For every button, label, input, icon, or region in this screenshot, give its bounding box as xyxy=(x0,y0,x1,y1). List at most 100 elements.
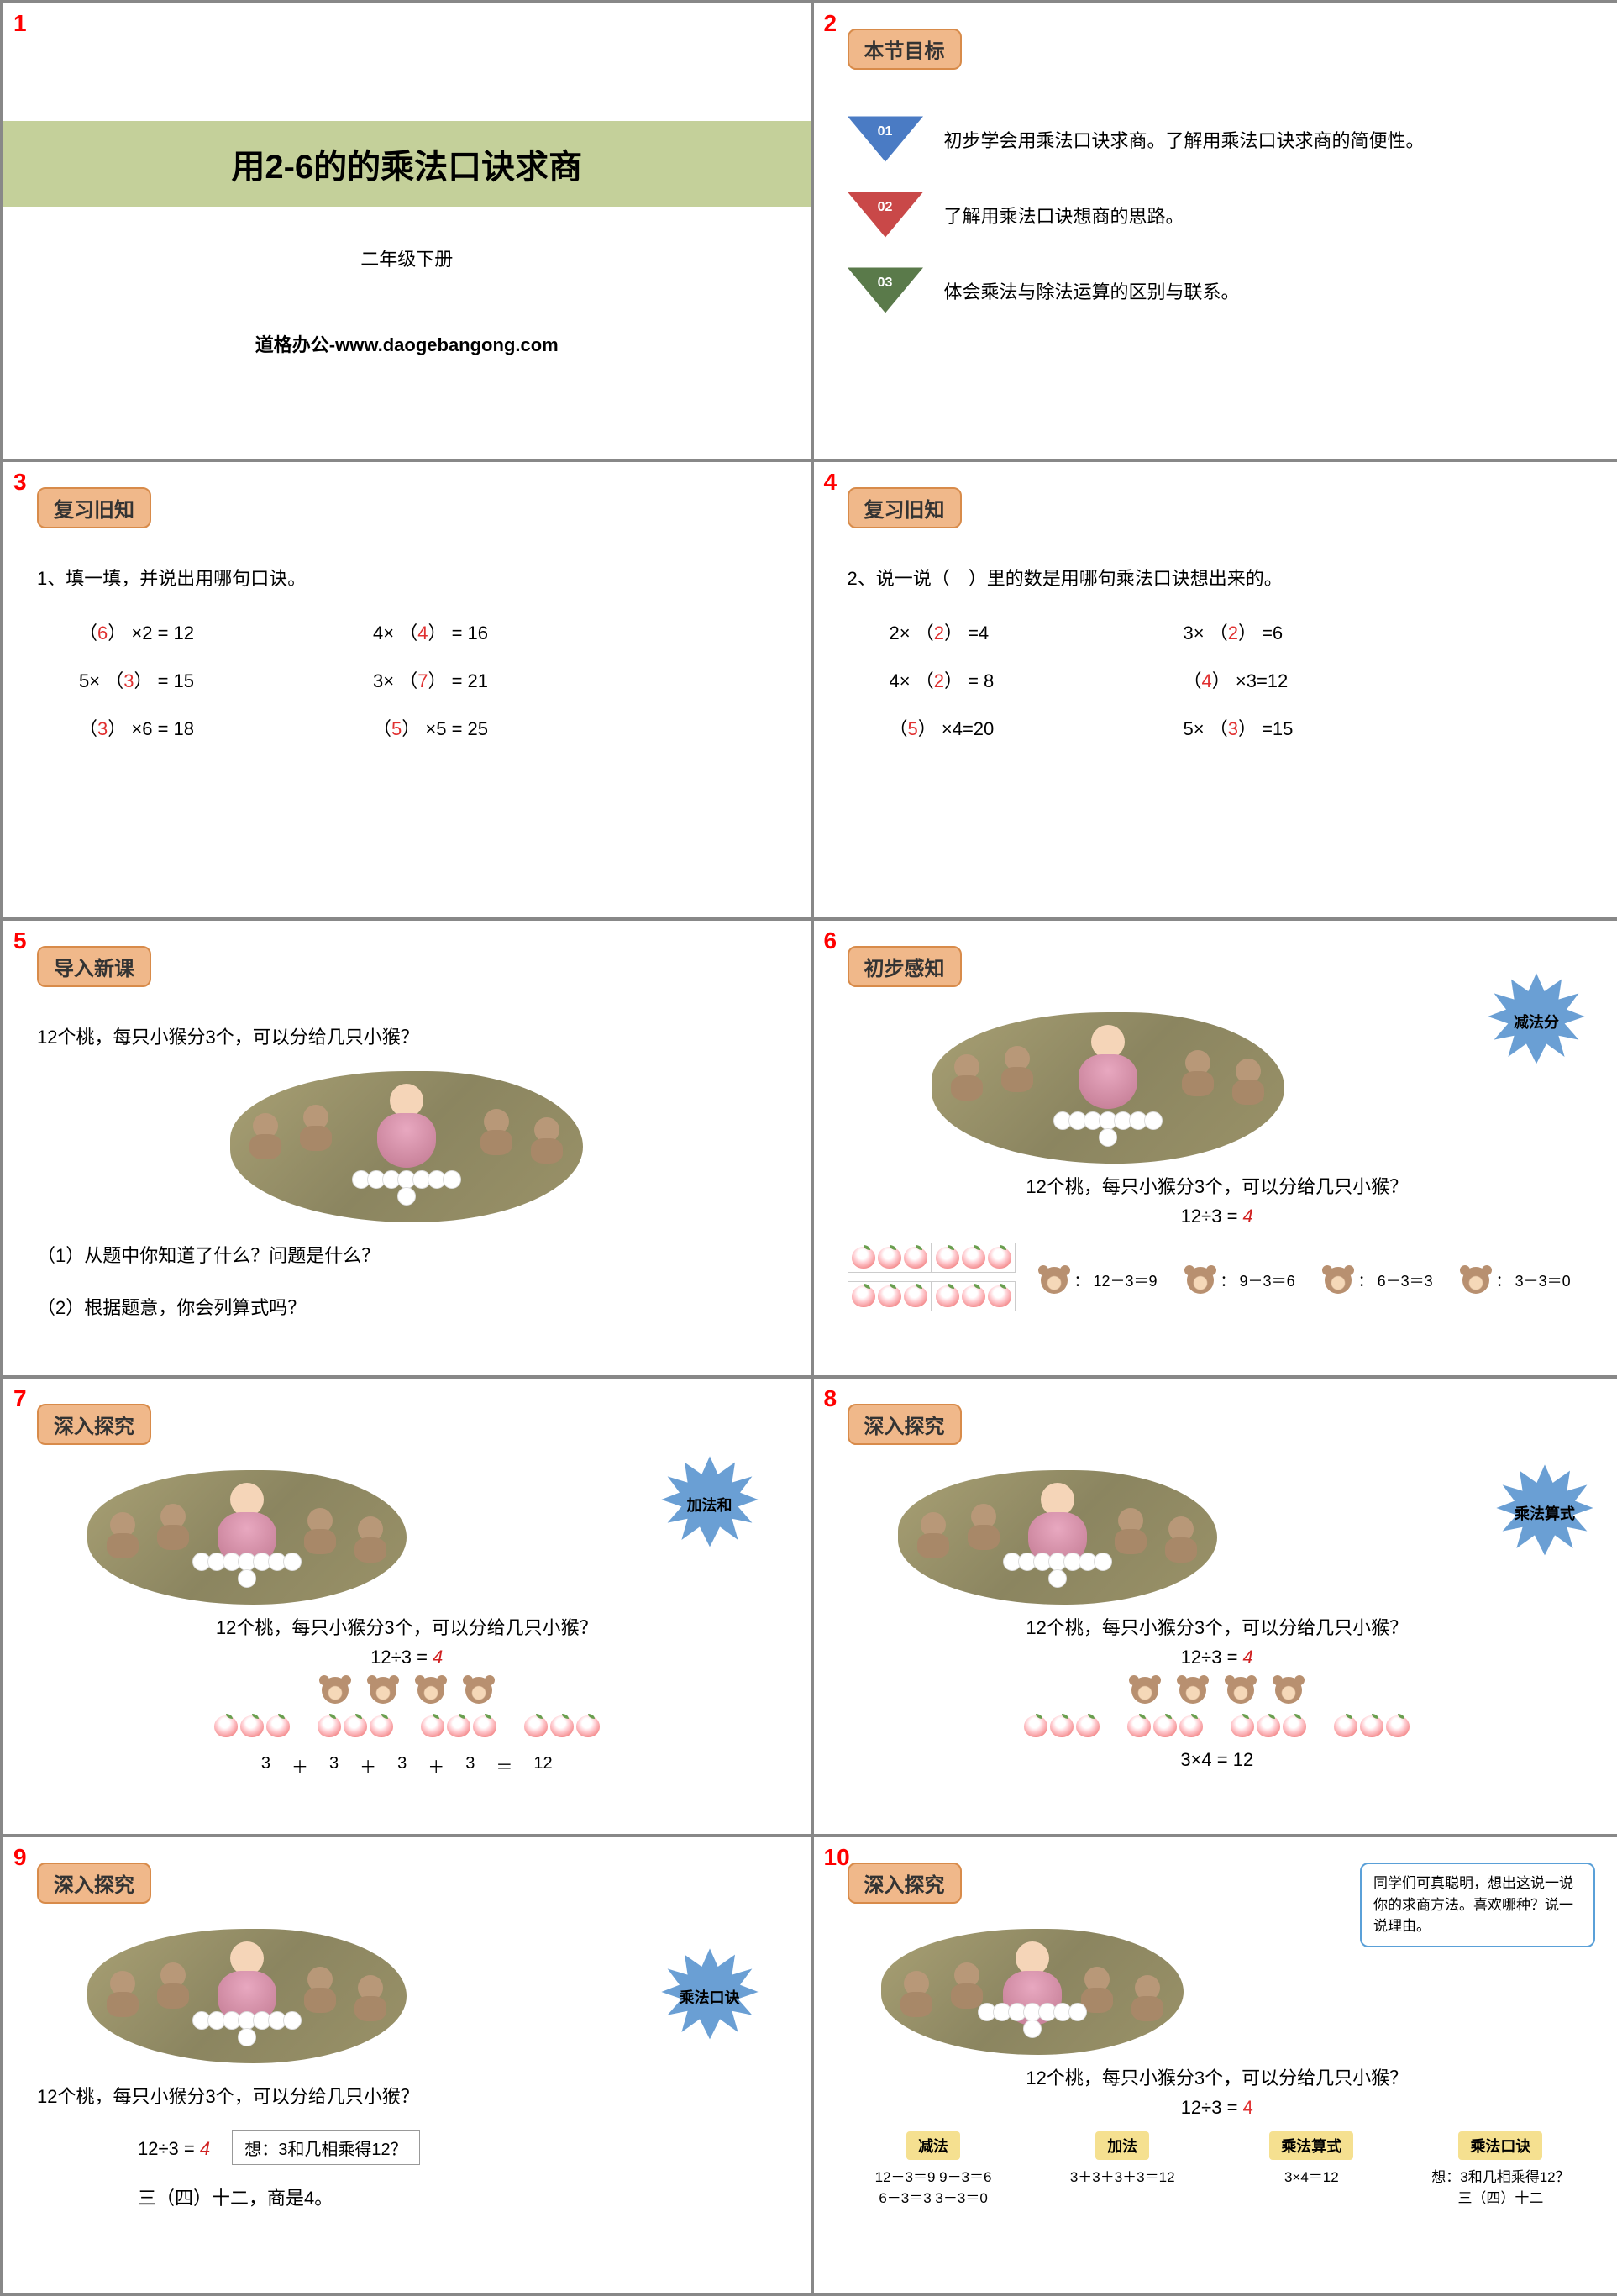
slide-number: 2 xyxy=(824,10,837,37)
problem-row: 4× （2） = 8 （4） ×3=12 xyxy=(890,666,1588,693)
subtitle: 二年级下册 xyxy=(37,244,777,271)
method-label: 减法 xyxy=(906,2131,960,2160)
method-label: 乘法口诀 xyxy=(1458,2131,1542,2160)
monkey-icon xyxy=(1041,1267,1068,1294)
peach-groups xyxy=(37,1712,777,1741)
objective-triangle-icon: 01 xyxy=(848,116,923,162)
problem-cell: 5× （3） =15 xyxy=(1184,714,1394,741)
slide-number: 3 xyxy=(13,469,27,496)
slide-number: 9 xyxy=(13,1844,27,1871)
slide-number: 6 xyxy=(824,927,837,954)
monkey-illustration xyxy=(932,1012,1284,1164)
question-text: 12个桃，每只小猴分3个，可以分给几只小猴？ xyxy=(37,1019,777,1056)
answer: 5 xyxy=(391,718,402,739)
eq-text: 12÷3 = xyxy=(138,2138,200,2159)
mult-result: 3×4 = 12 xyxy=(848,1749,1588,1771)
peach-grid xyxy=(848,1234,1016,1320)
answer: 3 xyxy=(1228,718,1238,739)
answer: 7 xyxy=(417,670,428,691)
problem-cell: 5× （3） = 15 xyxy=(79,666,289,693)
monkey-illustration xyxy=(87,1470,407,1605)
problem-cell: （6） ×2 = 12 xyxy=(79,618,289,645)
monkey-heads xyxy=(848,1677,1588,1704)
burst-text: 加法和 xyxy=(687,1494,732,1516)
calc-step: ： 9－3＝6 xyxy=(1187,1267,1295,1294)
slide-number: 4 xyxy=(824,469,837,496)
problem-row: （5） ×4=20 5× （3） =15 xyxy=(890,714,1588,741)
calc-expr: ： 9－3＝6 xyxy=(1221,1269,1295,1291)
objective-row: 01 初步学会用乘法口诀求商。了解用乘法口诀求商的简便性。 xyxy=(848,116,1588,162)
section-badge: 深入探究 xyxy=(848,1404,962,1445)
method-label: 乘法算式 xyxy=(1269,2131,1353,2160)
monkey-heads xyxy=(37,1677,777,1704)
problem-cell: （4） ×3=12 xyxy=(1184,666,1394,693)
sum-op: ＋ xyxy=(360,1753,376,1778)
method-line: 想：3和几相乘得12？ xyxy=(1415,2165,1587,2186)
slide-number: 1 xyxy=(13,10,27,37)
result-text: 三（四）十二，商是4。 xyxy=(138,2180,777,2217)
question-text: 12个桃，每只小猴分3个，可以分给几只小猴？ xyxy=(37,2078,777,2115)
equation: 12÷3 = 4 xyxy=(848,1647,1588,1668)
sum-result: 12 xyxy=(533,1754,552,1773)
monkey-illustration xyxy=(881,1929,1184,2055)
sum-op: ＝ xyxy=(496,1753,512,1778)
objectives-list: 01 初步学会用乘法口诀求商。了解用乘法口诀求商的简便性。 02 了解用乘法口诀… xyxy=(848,116,1588,313)
method-line: 12－3＝9 9－3＝6 xyxy=(848,2165,1020,2186)
objective-triangle-icon: 03 xyxy=(848,267,923,313)
sub-q2: （2）根据题意，你会列算式吗？ xyxy=(37,1290,777,1327)
eq-answer: 4 xyxy=(1243,1206,1253,1227)
eq-text: 12÷3 = xyxy=(1181,1647,1243,1668)
slide-number: 8 xyxy=(824,1385,837,1412)
objective-text: 了解用乘法口诀想商的思路。 xyxy=(944,202,1588,229)
objective-num: 03 xyxy=(848,276,923,291)
peach-groups xyxy=(848,1712,1588,1741)
slide-number: 7 xyxy=(13,1385,27,1412)
monkey-icon xyxy=(1325,1267,1352,1294)
slide-4: 4 复习旧知 2、说一说（ ）里的数是用哪句乘法口诀想出来的。 2× （2） =… xyxy=(814,462,1617,917)
eq-text: 12÷3 = xyxy=(370,1647,433,1668)
eq-answer: 4 xyxy=(200,2138,210,2159)
question-text: 12个桃，每只小猴分3个，可以分给几只小猴？ xyxy=(848,1613,1588,1640)
slide-7: 7 深入探究 加法和 12个桃，每只小猴分3个，可以分给几只小猴？ 12÷3 =… xyxy=(3,1379,811,1834)
slide-number: 10 xyxy=(824,1844,850,1871)
sub-q1: （1）从题中你知道了什么？问题是什么？ xyxy=(37,1237,777,1274)
monkey-icon xyxy=(1187,1267,1214,1294)
burst-label: 乘法口诀 xyxy=(659,1947,760,2047)
method-column: 加法3＋3＋3＋3＝12 xyxy=(1037,2131,1209,2207)
answer: 5 xyxy=(908,718,918,739)
slide-number: 5 xyxy=(13,927,27,954)
problem-cell: 4× （2） = 8 xyxy=(890,666,1100,693)
problem-cell: （3） ×6 = 18 xyxy=(79,714,289,741)
burst-text: 乘法口诀 xyxy=(680,1986,740,2008)
slide-6: 6 初步感知 减法分 12个桃，每只小猴分3个，可以分给几只小猴？ 12÷3 =… xyxy=(814,921,1617,1376)
method-column: 减法12－3＝9 9－3＝66－3＝3 3－3＝0 xyxy=(848,2131,1020,2207)
objective-row: 03 体会乘法与除法运算的区别与联系。 xyxy=(848,267,1588,313)
answer: 4 xyxy=(417,623,428,644)
monkey-illustration xyxy=(230,1071,583,1222)
question-text: 12个桃，每只小猴分3个，可以分给几只小猴？ xyxy=(848,2063,1588,2090)
problem-cell: 4× （4） = 16 xyxy=(373,618,583,645)
problem-cell: 3× （2） =6 xyxy=(1184,618,1394,645)
calc-expr: ： 3－3＝0 xyxy=(1496,1269,1571,1291)
objective-triangle-icon: 02 xyxy=(848,192,923,238)
footer-link: 道格办公-www.daogebangong.com xyxy=(37,330,777,357)
equation: 12÷3 = 4 xyxy=(848,1206,1588,1227)
slide-5: 5 导入新课 12个桃，每只小猴分3个，可以分给几只小猴？ （1）从题中你知道了… xyxy=(3,921,811,1376)
problem-cell: 3× （7） = 21 xyxy=(373,666,583,693)
monkey-illustration xyxy=(87,1929,407,2063)
equation: 12÷3 = 4 xyxy=(37,1647,777,1668)
monkey-icon xyxy=(1462,1267,1489,1294)
method-column: 乘法口诀想：3和几相乘得12？三（四）十二 xyxy=(1415,2131,1587,2207)
section-badge: 复习旧知 xyxy=(37,487,151,528)
sum-part: 3 xyxy=(465,1754,475,1773)
monkey-illustration xyxy=(898,1470,1217,1605)
answer: 2 xyxy=(934,623,944,644)
section-badge: 深入探究 xyxy=(37,1404,151,1445)
eq-text: 12÷3 = xyxy=(1181,1206,1243,1227)
calc-expr: ： 12－3＝9 xyxy=(1074,1269,1158,1291)
problem-cell: （5） ×4=20 xyxy=(890,714,1100,741)
addition-row: 3＋3＋3＋3＝12 xyxy=(37,1749,777,1778)
calc-expr: ： 6－3＝3 xyxy=(1358,1269,1433,1291)
burst-label: 减法分 xyxy=(1486,971,1587,1072)
eq-answer: 4 xyxy=(1243,1647,1253,1668)
